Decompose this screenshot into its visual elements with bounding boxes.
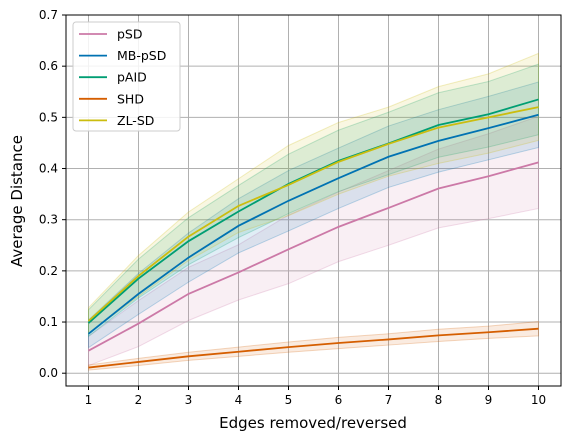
x-tick-label: 3 [185, 393, 193, 407]
x-axis-ticks: 1 2 3 4 5 6 7 8 9 10 [85, 386, 546, 407]
y-axis-label: Average Distance [8, 135, 26, 267]
band-mb-psd [88, 81, 539, 349]
x-tick-label: 5 [285, 393, 293, 407]
plot-frame [65, 14, 562, 387]
x-tick-label: 1 [85, 393, 93, 407]
legend-item: pSD [79, 27, 143, 42]
legend-item: pAID [79, 70, 147, 85]
legend-label: pSD [117, 27, 143, 42]
x-tick-label: 10 [531, 393, 546, 407]
y-tick-label: 0.6 [39, 59, 58, 73]
legend-item: MB-pSD [79, 48, 166, 63]
y-tick-label: 0.0 [39, 366, 58, 380]
x-tick-label: 6 [335, 393, 343, 407]
line-paid [87, 98, 539, 324]
y-tick-label: 0.2 [39, 264, 58, 278]
legend-label: SHD [117, 91, 144, 106]
x-tick-label: 4 [235, 393, 243, 407]
line-psd [88, 161, 539, 352]
y-tick-label: 0.3 [39, 213, 58, 227]
gridlines [66, 14, 561, 386]
legend: pSD MB-pSD pAID SHD ZL-SD [72, 21, 181, 132]
band-psd [88, 115, 539, 367]
x-tick-label: 8 [435, 393, 443, 407]
x-tick-label: 2 [135, 393, 143, 407]
line-zl-sd [87, 106, 539, 322]
legend-label: pAID [117, 70, 147, 85]
legend-label: MB-pSD [117, 48, 166, 63]
line-mb-psd [87, 113, 539, 335]
y-tick-label: 0.1 [39, 315, 58, 329]
line-shd [88, 327, 539, 369]
x-tick-label: 7 [385, 393, 393, 407]
band-zl-sd [88, 52, 539, 335]
y-tick-label: 0.4 [39, 162, 58, 176]
legend-label: ZL-SD [117, 113, 154, 128]
legend-box [72, 21, 181, 132]
series-lines [87, 98, 539, 369]
y-tick-label: 0.7 [39, 8, 58, 22]
legend-item: ZL-SD [79, 113, 154, 128]
x-tick-label: 9 [485, 393, 493, 407]
legend-item: SHD [79, 91, 144, 106]
x-axis-label: Edges removed/reversed [219, 414, 407, 432]
y-tick-label: 0.5 [39, 110, 58, 124]
y-axis-ticks: 0.0 0.1 0.2 0.3 0.4 0.5 0.6 0.7 [39, 8, 66, 380]
